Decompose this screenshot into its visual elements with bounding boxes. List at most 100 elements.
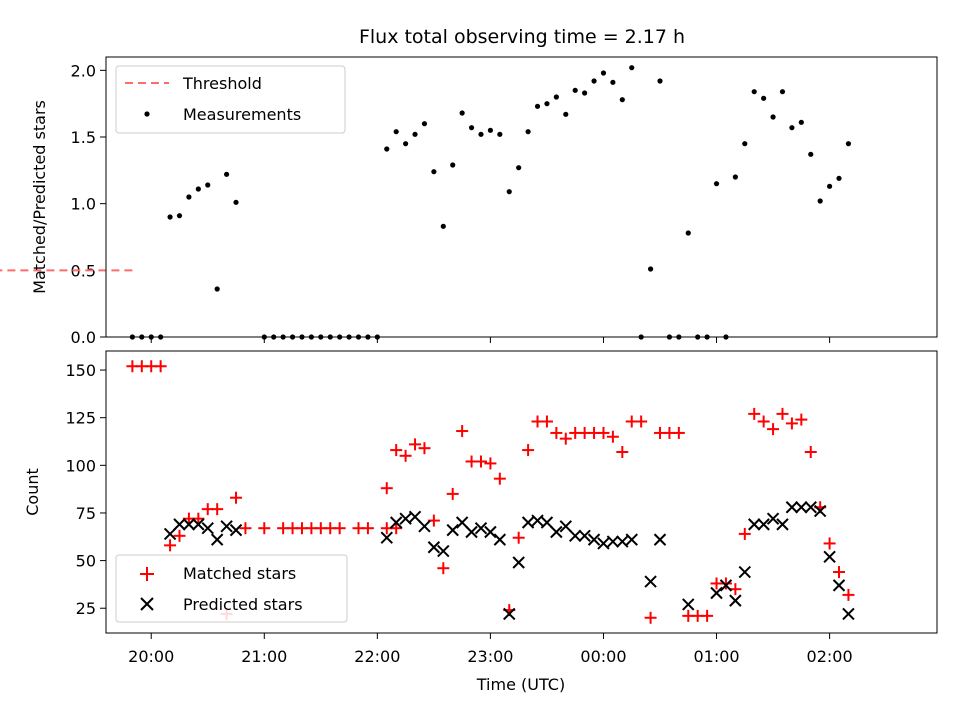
- measurement-point: [817, 198, 823, 204]
- predicted-star-point: [550, 525, 563, 539]
- matched-star-point: [390, 522, 403, 535]
- x-tick-label: 20:00: [128, 647, 174, 666]
- measurement-point: [506, 189, 512, 195]
- matched-star-point: [701, 609, 714, 622]
- bottom-y-tick-label: 150: [65, 361, 96, 380]
- matched-star-point: [474, 455, 487, 468]
- predicted-star-point: [823, 550, 836, 563]
- predicted-star-point: [540, 516, 554, 529]
- predicted-star-point: [220, 520, 233, 533]
- predicted-star-d2: [550, 525, 563, 539]
- measurement-point: [798, 119, 804, 125]
- measurement-point: [431, 169, 437, 175]
- bottom-y-tick-label: 100: [65, 456, 96, 475]
- measurement-point: [195, 186, 201, 192]
- matched-star-point: [616, 445, 629, 458]
- chart-title: Flux total observing time = 2.17 h: [359, 26, 685, 48]
- predicted-star-d2: [380, 531, 393, 544]
- measurement-point: [176, 213, 183, 219]
- matched-star-point: [540, 415, 553, 428]
- measurement-point: [553, 94, 559, 100]
- predicted-star-d2: [540, 516, 554, 529]
- top-legend: Threshold Measurements: [115, 65, 346, 134]
- top-y-tick-label: 0.0: [71, 328, 96, 347]
- predicted-star-point: [446, 523, 459, 537]
- legend-matched-label: Matched stars: [183, 564, 296, 583]
- predicted-star-d2: [719, 579, 733, 592]
- predicted-star-point: [192, 518, 205, 531]
- measurement-point: [629, 65, 635, 71]
- measurement-point: [836, 175, 842, 181]
- predicted-star-d2: [446, 523, 459, 537]
- predicted-star-d2: [597, 537, 610, 550]
- legend-measurements-swatch: [144, 111, 150, 117]
- predicted-star-point: [493, 533, 507, 546]
- measurement-point: [779, 89, 786, 95]
- measurement-point: [516, 165, 522, 171]
- bottom-axes-frame: [105, 350, 938, 634]
- predicted-star-point: [682, 598, 695, 611]
- matched-star-point: [211, 503, 224, 516]
- predicted-star-d2: [625, 533, 638, 546]
- predicted-star-point: [710, 586, 723, 600]
- predicted-star-point: [606, 535, 620, 548]
- measurement-point: [421, 121, 428, 127]
- bottom-y-ticks: 25 50 75 100 125 150: [65, 361, 106, 618]
- predicted-star-d2: [437, 544, 450, 558]
- predicted-star-point: [521, 516, 535, 529]
- matched-star-point: [409, 438, 422, 451]
- predicted-star-point: [597, 537, 610, 550]
- measurement-point: [544, 101, 550, 107]
- bottom-predicted-stars: [163, 501, 855, 621]
- legend-threshold-label: Threshold: [182, 74, 262, 93]
- matched-star-point: [418, 442, 431, 455]
- predicted-star-point: [842, 607, 855, 621]
- matched-star-point: [493, 472, 506, 485]
- matched-star-point: [333, 522, 346, 535]
- predicted-star-point: [795, 501, 808, 514]
- matched-star-point: [154, 360, 167, 373]
- matched-star-point: [795, 413, 808, 426]
- measurement-point: [751, 89, 757, 95]
- bottom-panel: 25 50 75 100 125 150 20:00 21:00 22:00 23:00 00:0…: [23, 350, 938, 694]
- measurement-point: [534, 103, 541, 109]
- top-axes-frame: [105, 56, 938, 338]
- x-tick-label: 21:00: [241, 647, 287, 666]
- matched-star-point: [729, 583, 742, 596]
- top-legend-box: [115, 65, 346, 134]
- predicted-star-point: [465, 525, 478, 539]
- matched-star-point: [550, 426, 563, 439]
- predicted-star-point: [804, 501, 817, 514]
- measurement-point: [487, 127, 494, 133]
- top-y-axis-label: Matched/Predicted stars: [30, 100, 49, 294]
- matched-star-point: [390, 444, 403, 457]
- predicted-star-d2: [210, 533, 224, 546]
- predicted-star-point: [484, 525, 497, 539]
- predicted-star-point: [474, 521, 488, 535]
- predicted-star-point: [785, 501, 799, 514]
- measurement-point: [412, 131, 418, 137]
- predicted-star-point: [587, 533, 601, 546]
- top-panel: 0.00.51.01.52.0 Matched/Predicted stars …: [0, 56, 938, 347]
- measurement-point: [647, 266, 654, 272]
- matched-star-point: [173, 529, 186, 542]
- measurement-point: [450, 162, 456, 168]
- matched-star-point: [748, 407, 761, 420]
- matched-star-point: [446, 487, 459, 500]
- measurement-point: [808, 151, 814, 157]
- x-tick-label: 23:00: [467, 647, 513, 666]
- measurement-point: [563, 111, 569, 117]
- predicted-star-d2: [748, 518, 761, 531]
- measurement-point: [582, 90, 588, 96]
- bottom-legend-box: [115, 554, 348, 623]
- measurement-point: [826, 183, 833, 189]
- predicted-star-point: [559, 520, 572, 533]
- matched-star-point: [833, 566, 846, 579]
- matched-star-point: [258, 522, 271, 535]
- predicted-star-point: [455, 516, 469, 529]
- predicted-star-d2: [201, 521, 214, 535]
- measurement-point: [440, 223, 446, 229]
- predicted-star-d2: [804, 501, 817, 514]
- matched-star-point: [512, 531, 525, 544]
